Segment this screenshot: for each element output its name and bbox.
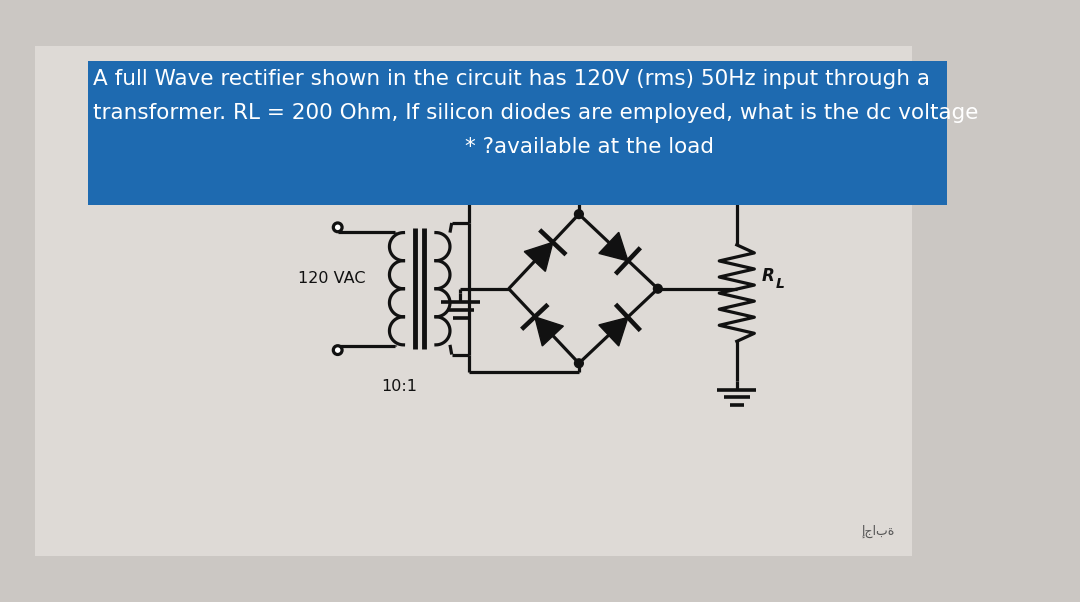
Circle shape — [575, 209, 583, 219]
Circle shape — [575, 359, 583, 368]
Polygon shape — [535, 317, 564, 346]
Circle shape — [334, 346, 342, 355]
Polygon shape — [599, 317, 627, 346]
Text: 10:1: 10:1 — [381, 379, 418, 394]
Polygon shape — [524, 242, 553, 272]
Text: * ?available at the load: * ?available at the load — [464, 137, 714, 157]
Circle shape — [334, 223, 342, 232]
Bar — [87, 61, 947, 205]
Text: R: R — [761, 267, 774, 285]
Text: A full Wave rectifier shown in the circuit has 120V (rms) 50Hz input through a: A full Wave rectifier shown in the circu… — [93, 69, 930, 90]
Circle shape — [653, 284, 662, 293]
Text: 120 VAC: 120 VAC — [298, 271, 366, 286]
Polygon shape — [599, 232, 627, 261]
Text: L: L — [775, 278, 784, 291]
Text: transformer. RL = 200 Ohm, If silicon diodes are employed, what is the dc voltag: transformer. RL = 200 Ohm, If silicon di… — [93, 103, 978, 123]
Text: إجابة: إجابة — [862, 525, 894, 538]
